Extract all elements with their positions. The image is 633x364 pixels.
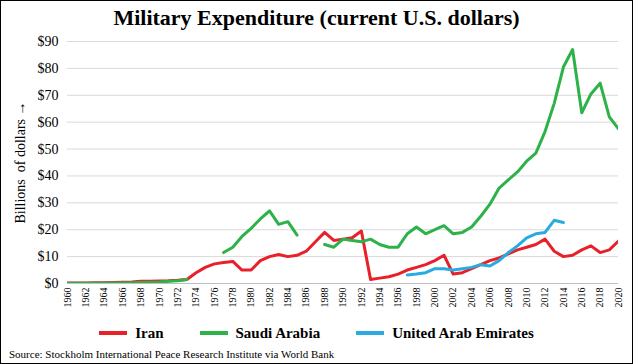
svg-text:1988: 1988 [319, 288, 330, 308]
svg-text:1994: 1994 [374, 288, 385, 308]
html-text:Source: Stockholm Internationa: Source: Stockholm International Peace Re… [9, 348, 335, 360]
svg-text:$30: $30 [38, 195, 59, 210]
svg-text:2006: 2006 [484, 288, 495, 308]
svg-text:$40: $40 [38, 168, 59, 183]
svg-text:2018: 2018 [594, 288, 605, 308]
svg-text:2000: 2000 [429, 288, 440, 308]
svg-text:1960: 1960 [62, 288, 73, 308]
svg-text:$60: $60 [38, 115, 59, 130]
svg-text:$50: $50 [38, 142, 59, 157]
svg-text:$80: $80 [38, 61, 59, 76]
html-text:United Arab Emirates: United Arab Emirates [392, 324, 534, 341]
svg-text:$70: $70 [38, 88, 59, 103]
svg-text:2008: 2008 [503, 288, 514, 308]
svg-text:1962: 1962 [80, 288, 91, 308]
svg-text:1976: 1976 [209, 288, 220, 308]
svg-text:$90: $90 [38, 35, 59, 49]
svg-text:$10: $10 [38, 249, 59, 264]
svg-text:1972: 1972 [172, 288, 183, 308]
svg-text:1996: 1996 [392, 288, 403, 308]
svg-text:2016: 2016 [576, 288, 587, 308]
svg-text:1974: 1974 [190, 288, 201, 308]
svg-text:1970: 1970 [154, 288, 165, 308]
svg-text:2020: 2020 [613, 288, 624, 308]
svg-text:Billions of dollars →: Billions of dollars → [13, 101, 28, 223]
svg-text:1990: 1990 [337, 288, 348, 308]
svg-text:1992: 1992 [356, 288, 367, 308]
svg-text:1964: 1964 [98, 288, 109, 308]
html-text:Military Expenditure (current: Military Expenditure (current U.S. dolla… [113, 5, 520, 30]
svg-text:2012: 2012 [539, 288, 550, 308]
svg-text:1978: 1978 [227, 288, 238, 308]
svg-text:$0: $0 [45, 276, 59, 291]
svg-text:1966: 1966 [117, 288, 128, 308]
svg-text:2014: 2014 [558, 288, 569, 308]
svg-text:2010: 2010 [521, 288, 532, 308]
svg-text:1984: 1984 [282, 288, 293, 308]
svg-text:1980: 1980 [245, 288, 256, 308]
svg-text:$20: $20 [38, 222, 59, 237]
html-text:Saudi Arabia: Saudi Arabia [235, 324, 321, 341]
svg-text:1968: 1968 [135, 288, 146, 308]
svg-text:1998: 1998 [411, 288, 422, 308]
svg-text:2004: 2004 [466, 288, 477, 308]
svg-text:1986: 1986 [300, 288, 311, 308]
svg-text:2002: 2002 [447, 288, 458, 308]
html-text:Iran: Iran [135, 324, 164, 341]
svg-text:1982: 1982 [264, 288, 275, 308]
